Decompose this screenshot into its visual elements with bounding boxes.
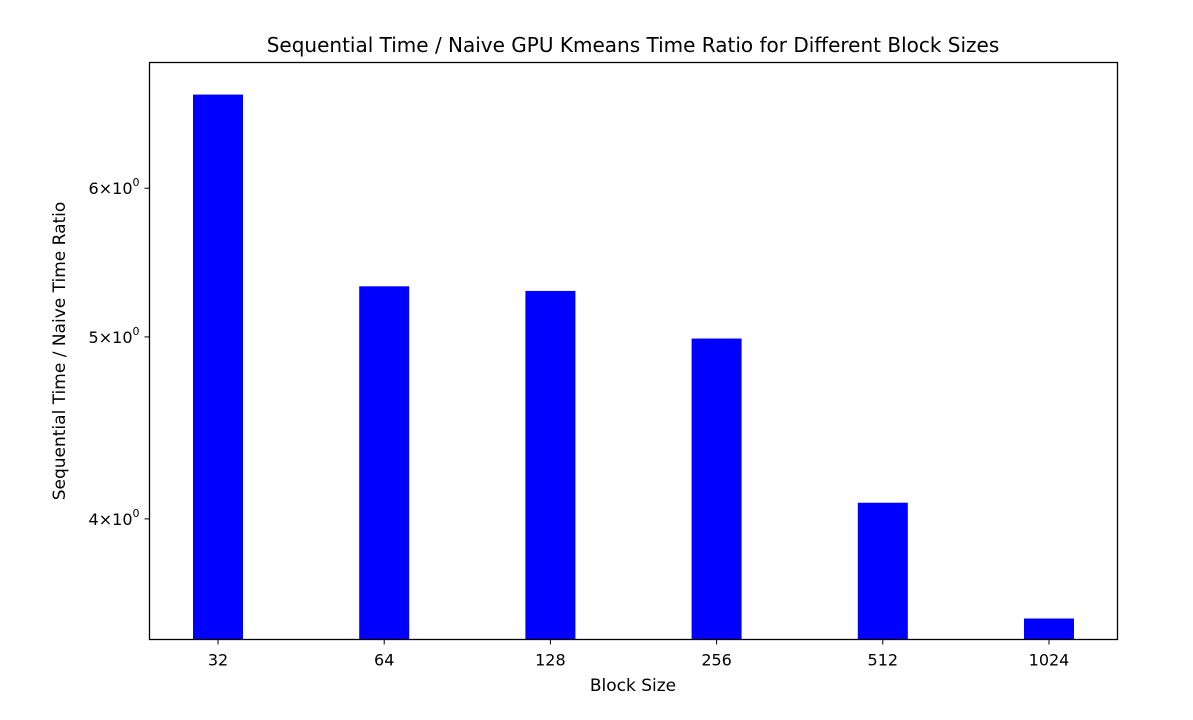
x-tick-label: 128 <box>535 651 566 670</box>
bar-128 <box>525 290 576 640</box>
bars-group <box>193 94 1074 640</box>
x-axis-label: Block Size <box>590 676 676 696</box>
y-axis-ticks: 4×100 5×100 6×100 <box>89 176 150 529</box>
bar-256 <box>691 338 742 640</box>
bar-1024 <box>1024 618 1074 640</box>
bar-32 <box>193 94 243 640</box>
y-tick-label: 4×100 <box>89 507 140 529</box>
x-tick-label: 1024 <box>1029 651 1070 670</box>
bar-512 <box>857 502 908 640</box>
x-axis-ticks: 32 64 128 256 512 1024 <box>208 639 1070 670</box>
x-tick-label: 32 <box>208 651 228 670</box>
x-tick-label: 256 <box>701 651 732 670</box>
chart-title: Sequential Time / Naive GPU Kmeans Time … <box>267 33 1000 57</box>
y-tick-label: 5×100 <box>89 325 140 347</box>
x-tick-label: 64 <box>374 651 394 670</box>
y-tick-label: 6×100 <box>89 176 140 198</box>
y-axis-label: Sequential Time / Naive Time Ratio <box>50 202 70 501</box>
x-tick-label: 512 <box>868 651 899 670</box>
plot-frame <box>148 61 1119 641</box>
bar-64 <box>359 286 410 640</box>
